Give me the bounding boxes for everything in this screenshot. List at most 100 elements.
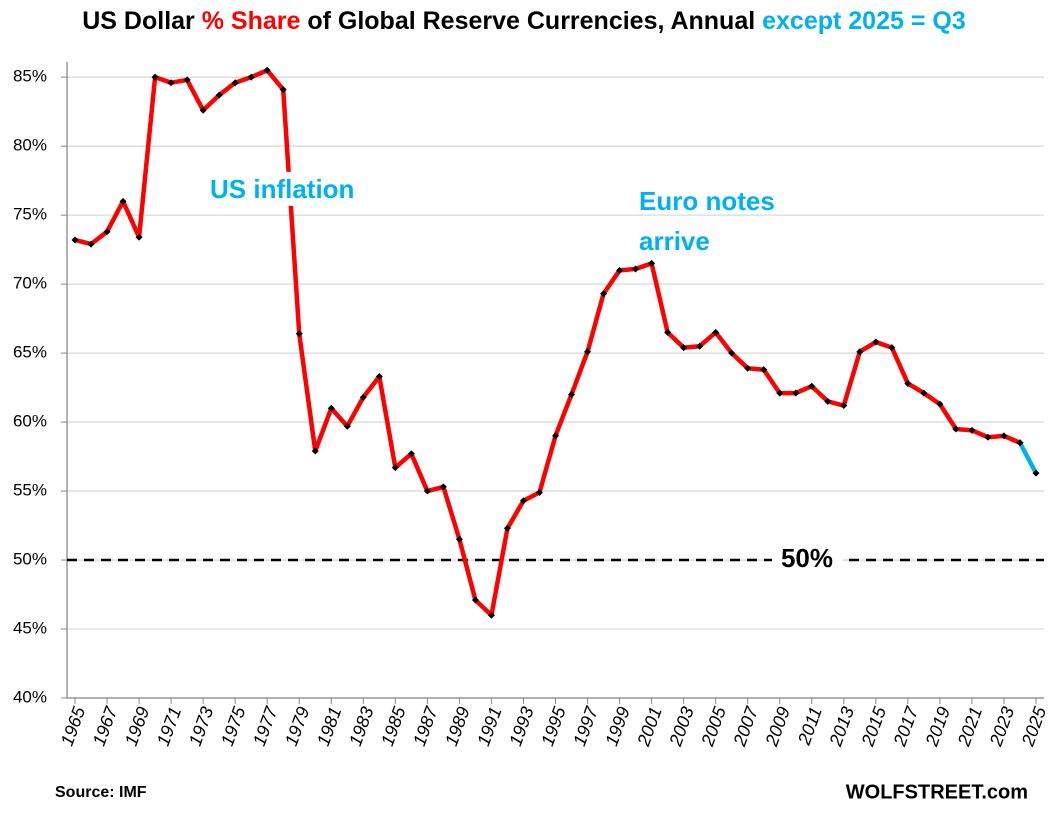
- x-tick-label: 1995: [537, 703, 570, 748]
- data-point: [952, 425, 960, 433]
- data-point: [664, 328, 672, 336]
- data-point: [1016, 439, 1024, 447]
- data-point: [519, 497, 527, 505]
- x-tick-label: 2009: [761, 704, 794, 749]
- x-tick-label: 1971: [153, 704, 185, 748]
- data-point: [471, 596, 479, 604]
- x-tick-label: 1997: [569, 703, 602, 748]
- data-point: [776, 389, 784, 397]
- x-tick-label: 1999: [601, 704, 633, 748]
- data-point: [648, 259, 656, 267]
- data-point: [119, 197, 127, 205]
- data-point: [311, 447, 319, 455]
- data-point: [616, 266, 624, 274]
- annotation: Euro notes: [639, 186, 775, 216]
- data-point: [568, 390, 576, 398]
- data-point: [584, 348, 592, 356]
- x-tick-label: 1985: [377, 703, 410, 748]
- y-tick-label: 85%: [13, 67, 47, 86]
- y-tick-label: 75%: [13, 205, 47, 224]
- label-background: [208, 171, 357, 206]
- data-point: [1032, 469, 1040, 477]
- x-tick-label: 1981: [313, 704, 345, 748]
- x-tick-label: 2003: [665, 704, 698, 749]
- data-point: [503, 524, 511, 532]
- data-point: [712, 328, 720, 336]
- chart-title: US Dollar % Share of Global Reserve Curr…: [82, 7, 966, 35]
- x-tick-label: 1987: [409, 703, 442, 748]
- data-point: [135, 233, 143, 241]
- data-point: [552, 432, 559, 440]
- x-tick-label: 2011: [794, 704, 826, 748]
- data-point: [808, 382, 816, 390]
- data-point: [455, 535, 463, 543]
- data-point: [343, 422, 351, 430]
- data-point: [375, 373, 383, 381]
- data-point: [696, 342, 704, 350]
- annotation: US inflation: [210, 174, 354, 204]
- data-point: [632, 265, 640, 273]
- data-point: [279, 86, 287, 94]
- x-tick-label: 1975: [217, 703, 250, 748]
- data-point: [263, 66, 271, 74]
- data-point: [1000, 432, 1008, 440]
- x-tick-label: 2013: [825, 704, 858, 749]
- x-tick-label: 1993: [505, 704, 537, 748]
- reference-label: 50%: [781, 543, 833, 573]
- data-point: [151, 73, 159, 81]
- x-tick-label: 1977: [249, 703, 282, 748]
- data-point: [920, 389, 928, 397]
- data-point: [423, 487, 431, 495]
- x-tick-label: 2001: [633, 704, 666, 749]
- data-point: [936, 400, 944, 408]
- y-tick-label: 40%: [13, 687, 47, 706]
- x-tick-label: 2005: [697, 703, 730, 749]
- data-point: [680, 344, 688, 352]
- x-tick-label: 2015: [857, 703, 890, 749]
- x-tick-label: 1983: [345, 704, 377, 748]
- y-tick-label: 80%: [13, 136, 47, 155]
- data-point: [327, 404, 335, 412]
- data-point: [295, 330, 303, 338]
- x-tick-label: 1979: [281, 704, 313, 748]
- data-point: [199, 106, 207, 114]
- x-tick-label: 2023: [985, 704, 1018, 749]
- x-tick-label: 2017: [889, 703, 922, 749]
- data-point: [215, 91, 223, 99]
- x-tick-label: 1991: [473, 704, 505, 748]
- data-point: [391, 464, 399, 472]
- data-point: [840, 402, 848, 410]
- x-tick-label: 2025: [1017, 703, 1049, 749]
- title-part: US Dollar: [82, 7, 201, 35]
- data-point: [856, 348, 864, 356]
- data-point: [407, 450, 415, 458]
- data-point: [231, 79, 239, 87]
- data-point: [439, 483, 447, 491]
- y-tick-label: 50%: [13, 550, 47, 569]
- data-point: [728, 349, 736, 357]
- data-point: [984, 433, 992, 441]
- source: Source: IMF: [55, 784, 147, 801]
- data-point: [600, 290, 608, 298]
- data-point: [487, 611, 495, 619]
- credit: WOLFSTREET.com: [846, 781, 1028, 803]
- data-line: [1017, 441, 1038, 475]
- title-part: of Global Reserve Currencies, Annual: [300, 7, 762, 35]
- y-tick-label: 45%: [13, 619, 47, 638]
- data-point: [904, 379, 912, 387]
- label-background: [772, 544, 842, 577]
- data-line: [74, 68, 1021, 618]
- title-part: except 2025 = Q3: [762, 7, 966, 35]
- data-point: [71, 236, 79, 244]
- x-tick-label: 1967: [89, 703, 122, 748]
- x-tick-label: 2007: [729, 703, 762, 749]
- data-point: [247, 73, 255, 81]
- data-point: [888, 344, 896, 352]
- y-tick-label: 60%: [13, 412, 47, 431]
- x-tick-label: 2019: [921, 704, 954, 749]
- data-point: [824, 397, 832, 405]
- y-tick-label: 70%: [13, 274, 47, 293]
- x-tick-label: 1973: [185, 704, 217, 748]
- title-part: % Share: [202, 7, 301, 35]
